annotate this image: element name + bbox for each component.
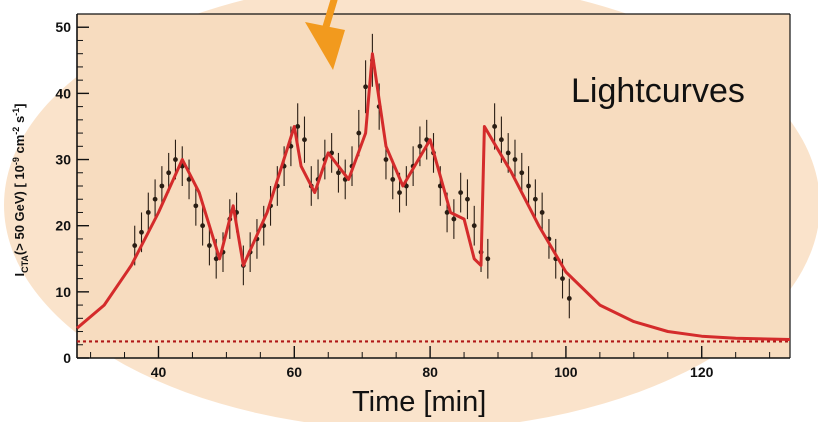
x-tick-label-80: 80 <box>422 364 438 380</box>
data-point <box>166 170 172 176</box>
data-point <box>499 137 504 143</box>
data-point <box>465 196 470 202</box>
data-point <box>207 243 212 248</box>
data-point <box>152 196 158 202</box>
y-axis-title: ICTA(> 50 GeV) [ 10-9 cm-2 s-1] <box>11 103 30 276</box>
lightcurves-annotation: Lightcurves <box>571 72 745 110</box>
data-point <box>173 157 178 162</box>
data-point <box>390 176 396 182</box>
data-point <box>132 243 138 248</box>
data-point <box>145 210 151 215</box>
x-tick-label-120: 120 <box>690 364 714 380</box>
data-point <box>458 190 464 196</box>
y-tick-label-30: 30 <box>55 152 71 168</box>
data-point <box>139 229 144 235</box>
data-point <box>200 223 206 229</box>
data-point <box>159 183 165 189</box>
data-point <box>539 210 545 215</box>
data-point <box>417 143 423 149</box>
data-point <box>492 124 498 129</box>
data-point <box>471 223 477 229</box>
down-arrow-icon <box>305 0 345 70</box>
model-curve <box>76 52 791 341</box>
data-point <box>560 276 565 282</box>
data-point <box>505 150 511 156</box>
data-point <box>213 256 219 262</box>
plot-area <box>77 14 790 358</box>
y-tick-label-40: 40 <box>55 85 71 101</box>
data-point <box>566 296 572 301</box>
data-point <box>363 84 368 90</box>
data-point <box>512 157 518 162</box>
y-tick-label-10: 10 <box>55 284 71 300</box>
data-point <box>193 203 199 209</box>
data-point <box>302 137 307 143</box>
data-point <box>336 170 341 176</box>
data-point <box>526 183 531 189</box>
y-tick-label-0: 0 <box>63 350 71 366</box>
data-point <box>532 196 538 202</box>
y-tick-label-50: 50 <box>55 19 71 35</box>
data-point <box>485 256 491 262</box>
x-tick-label-100: 100 <box>554 364 578 380</box>
x-tick-label-40: 40 <box>151 364 167 380</box>
data-point <box>356 130 362 136</box>
data-point <box>444 210 450 215</box>
x-axis-title: Time [min] <box>352 386 487 418</box>
plot-layer: 0 10 20 30 40 50 40 60 80 100 120 ICTA(> 50 GeV) [ … <box>11 13 791 380</box>
data-point <box>451 216 457 222</box>
data-point <box>397 190 402 196</box>
data-point <box>519 170 525 176</box>
data-point <box>295 124 301 129</box>
y-tick-label-20: 20 <box>55 218 71 234</box>
data-point <box>383 157 389 162</box>
x-tick-label-60: 60 <box>287 364 303 380</box>
